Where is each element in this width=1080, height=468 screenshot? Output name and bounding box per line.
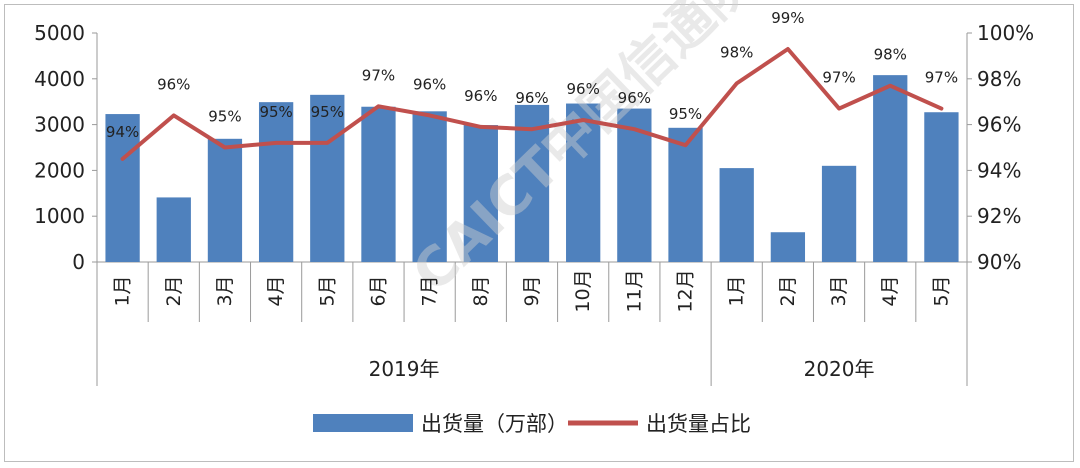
y-left-tick-label: 3000 [34, 113, 85, 137]
x-tick-label: 4月 [879, 275, 901, 306]
x-tick-label: 5月 [930, 275, 952, 306]
x-tick-label: 2月 [777, 275, 799, 306]
x-tick-label: 7月 [419, 275, 441, 306]
line-data-label: 99% [771, 9, 804, 27]
line-data-label: 95% [208, 108, 241, 126]
y-left-tick-label: 0 [72, 250, 85, 274]
bar [821, 165, 857, 262]
x-tick-label: 8月 [470, 275, 492, 306]
y-right-tick-label: 98% [977, 67, 1021, 91]
bar [873, 75, 908, 262]
y-left-tick-label: 5000 [34, 21, 85, 45]
bar [361, 106, 396, 262]
bar [770, 232, 806, 262]
x-tick-label: 12月 [675, 269, 697, 312]
line-data-label: 95% [259, 103, 292, 121]
y-right-tick-label: 92% [977, 204, 1021, 228]
x-tick-label: 9月 [521, 275, 543, 306]
line-data-label: 95% [669, 105, 702, 123]
line-data-label: 96% [618, 89, 651, 107]
line-data-label: 98% [720, 43, 753, 61]
line-series-path [120, 47, 944, 161]
y-left-tick-label: 4000 [34, 67, 85, 91]
bar [924, 112, 959, 262]
line-series [120, 47, 944, 161]
bar [156, 197, 191, 262]
x-tick-label: 1月 [726, 275, 748, 306]
line-data-label: 96% [413, 75, 446, 93]
line-data-label: 96% [464, 87, 497, 105]
x-tick-label: 10月 [572, 269, 594, 312]
legend-swatch-bar [313, 414, 413, 432]
line-data-label: 98% [874, 46, 907, 64]
x-tick-label: 2月 [163, 275, 185, 306]
line-data-label: 96% [157, 75, 190, 93]
y-right-tick-label: 100% [977, 21, 1034, 45]
y-right-tick-label: 90% [977, 250, 1021, 274]
bar [207, 138, 243, 262]
bar [566, 103, 601, 262]
legend: 出货量（万部） 出货量占比 [313, 412, 751, 436]
y-right-tick-label: 94% [977, 158, 1021, 182]
bar-series [105, 75, 959, 263]
y-left-tick-label: 1000 [34, 204, 85, 228]
x-tick-label: 4月 [265, 275, 287, 306]
line-data-label: 97% [822, 69, 855, 87]
x-tick-label: 3月 [828, 275, 850, 306]
line-data-label: 97% [925, 69, 958, 87]
line-data-label: 95% [311, 103, 344, 121]
legend-label-bar: 出货量（万部） [421, 412, 568, 436]
data-labels: 94% 96% 95% 95% 95% 97% 96% 96% 96% 96% 96% 95% 98% 9… [106, 9, 958, 141]
y-left-tick-label: 2000 [34, 158, 85, 182]
bar [463, 125, 498, 262]
line-data-label: 94% [106, 123, 139, 141]
x-tick-label: 11月 [623, 269, 645, 312]
group-label: 2020年 [804, 357, 875, 381]
x-tick-label: 5月 [316, 275, 338, 306]
bar [258, 102, 294, 263]
line-data-label: 96% [567, 80, 600, 98]
axis-labels: 0 1000 2000 3000 4000 5000 90% 92% 94% 96% 98% 100%… [34, 21, 1034, 381]
y-right-tick-label: 96% [977, 113, 1021, 137]
bar [412, 111, 447, 263]
bar [310, 94, 345, 262]
line-data-label: 97% [362, 66, 395, 84]
legend-label-line: 出货量占比 [646, 412, 751, 436]
x-tick-label: 6月 [367, 275, 389, 306]
bar [719, 168, 754, 262]
bar [105, 114, 140, 262]
chart-frame [4, 4, 1074, 462]
line-data-label: 96% [515, 89, 548, 107]
x-tick-label: 1月 [112, 275, 134, 306]
bar [668, 127, 703, 262]
group-label: 2019年 [369, 357, 440, 381]
x-tick-label: 3月 [214, 275, 236, 306]
